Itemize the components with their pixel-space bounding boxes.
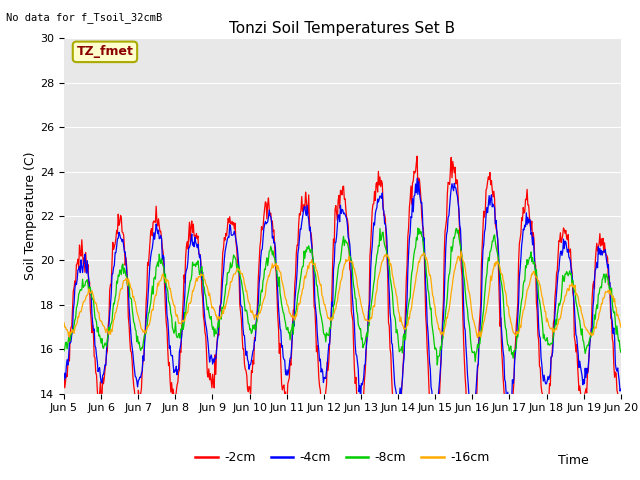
Text: TZ_fmet: TZ_fmet (77, 45, 133, 59)
Title: Tonzi Soil Temperatures Set B: Tonzi Soil Temperatures Set B (229, 21, 456, 36)
Text: Time: Time (558, 454, 589, 467)
Text: No data for f_Tsoil_32cmB: No data for f_Tsoil_32cmB (6, 12, 163, 23)
Y-axis label: Soil Temperature (C): Soil Temperature (C) (24, 152, 37, 280)
Legend: -2cm, -4cm, -8cm, -16cm: -2cm, -4cm, -8cm, -16cm (191, 446, 494, 469)
